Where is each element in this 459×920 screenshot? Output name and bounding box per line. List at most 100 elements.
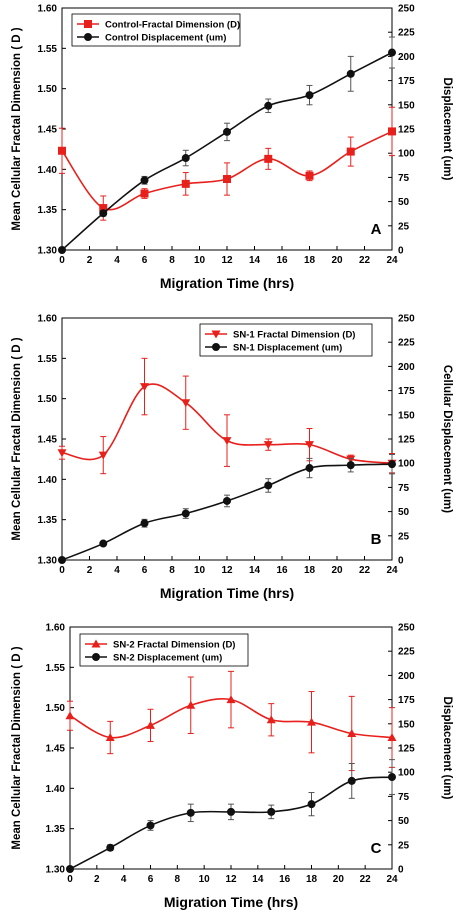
legend-label: Control-Fractal Dimension (D)	[105, 20, 240, 31]
data-point	[264, 154, 273, 163]
x-tick-label: 0	[67, 874, 73, 885]
chart-panel-a: 0 2 4 6 8 10 12 14 16 18 20 22 241.301.351.401.451.5…	[11, 4, 453, 292]
x-tick-label: 18	[304, 565, 316, 576]
data-point	[106, 843, 115, 852]
y-right-tick-label: 100	[398, 768, 415, 779]
y-right-tick-label: 25	[398, 531, 410, 542]
x-tick-label: 24	[386, 874, 398, 885]
y-right-tick-label: 125	[398, 125, 415, 136]
y-right-tick-label: 225	[398, 647, 415, 658]
data-point	[346, 147, 355, 156]
y-right-tick-label: 225	[398, 338, 415, 349]
data-point	[263, 441, 273, 450]
series-line	[69, 776, 393, 870]
data-point	[146, 821, 155, 830]
x-tick-label: 16	[276, 255, 288, 266]
legend-label: SN-2 Fractal Dimension (D)	[113, 640, 235, 651]
y-right-tick-label: 150	[398, 410, 415, 421]
legend-marker	[92, 653, 100, 661]
x-tick-label: 16	[276, 565, 288, 576]
x-tick-label: 24	[386, 565, 398, 576]
y-right-tick-label: 25	[398, 221, 410, 232]
y-right-tick-label: 250	[398, 4, 415, 15]
x-tick-label: 2	[94, 874, 100, 885]
data-point	[305, 464, 314, 473]
legend-box	[71, 13, 241, 47]
x-tick-label: 20	[331, 565, 343, 576]
legend-marker	[84, 20, 92, 28]
legend-marker	[211, 330, 221, 339]
y-right-tick-label: 125	[398, 744, 415, 755]
data-point	[267, 807, 276, 816]
y-right-tick-label: 75	[398, 483, 410, 494]
x-tick-label: 8	[169, 565, 175, 576]
y-left-tick-label: 1.45	[38, 435, 58, 446]
data-point	[226, 695, 236, 704]
y-left-tick-label: 1.50	[46, 703, 66, 714]
x-axis-title: Migration Time (hrs)	[160, 275, 294, 291]
data-point	[99, 204, 108, 213]
data-point	[346, 461, 355, 470]
y-right-tick-label: 200	[398, 671, 415, 682]
y-right-tick-label: 150	[398, 719, 415, 730]
data-point	[181, 399, 191, 408]
series-fractal-dimension	[65, 670, 397, 772]
y-right-tick-label: 175	[398, 386, 415, 397]
data-point	[140, 189, 149, 198]
x-tick-label: 14	[249, 255, 261, 266]
y-left-tick-label: 1.50	[38, 84, 58, 95]
data-point	[181, 154, 190, 163]
y-left-axis-title: Mean Cellular Fractal Dimension ( D )	[11, 646, 23, 849]
data-point	[98, 451, 108, 460]
y-left-tick-label: 1.50	[38, 394, 58, 405]
panel-label: A	[371, 221, 382, 238]
data-point	[181, 509, 190, 518]
data-point	[264, 481, 273, 490]
data-point	[181, 179, 190, 188]
y-right-tick-label: 100	[398, 149, 415, 160]
x-tick-label: 10	[194, 255, 206, 266]
x-tick-label: 2	[87, 255, 93, 266]
x-tick-label: 12	[225, 874, 237, 885]
data-point	[388, 48, 396, 57]
data-point	[305, 91, 314, 100]
x-tick-label: 6	[142, 565, 148, 576]
data-point	[58, 556, 66, 564]
data-point	[140, 176, 149, 185]
x-tick-label: 12	[221, 255, 233, 266]
data-point	[305, 441, 314, 450]
x-tick-label: 6	[148, 874, 154, 885]
data-point	[223, 496, 231, 505]
y-left-tick-label: 1.55	[38, 354, 58, 365]
data-point	[388, 773, 396, 782]
x-tick-label: 8	[175, 874, 181, 885]
data-point	[388, 127, 396, 136]
x-tick-label: 12	[221, 565, 233, 576]
y-right-tick-label: 75	[398, 792, 410, 803]
y-left-tick-label: 1.55	[38, 44, 58, 55]
panel-label: B	[371, 531, 382, 548]
data-point	[346, 69, 355, 78]
y-right-tick-label: 100	[398, 459, 415, 470]
x-tick-label: 18	[306, 874, 318, 885]
panel-label: C	[371, 840, 382, 857]
data-point	[99, 539, 108, 548]
y-right-tick-label: 225	[398, 28, 415, 39]
y-left-tick-label: 1.40	[46, 784, 66, 795]
x-tick-label: 10	[199, 874, 211, 885]
x-tick-label: 20	[331, 255, 343, 266]
data-point	[140, 383, 149, 392]
y-right-tick-label: 150	[398, 100, 415, 111]
y-right-tick-label: 0	[398, 246, 404, 257]
data-point	[347, 776, 356, 785]
y-right-axis-title: Displacement (um)	[441, 697, 453, 800]
y-right-tick-label: 125	[398, 435, 415, 446]
data-point	[222, 437, 232, 446]
series-line	[61, 51, 393, 251]
data-point	[140, 519, 149, 528]
x-tick-label: 6	[142, 255, 148, 266]
y-left-tick-label: 1.45	[38, 125, 58, 136]
data-point	[146, 720, 155, 729]
data-point	[266, 715, 276, 724]
y-right-tick-label: 0	[398, 556, 404, 567]
